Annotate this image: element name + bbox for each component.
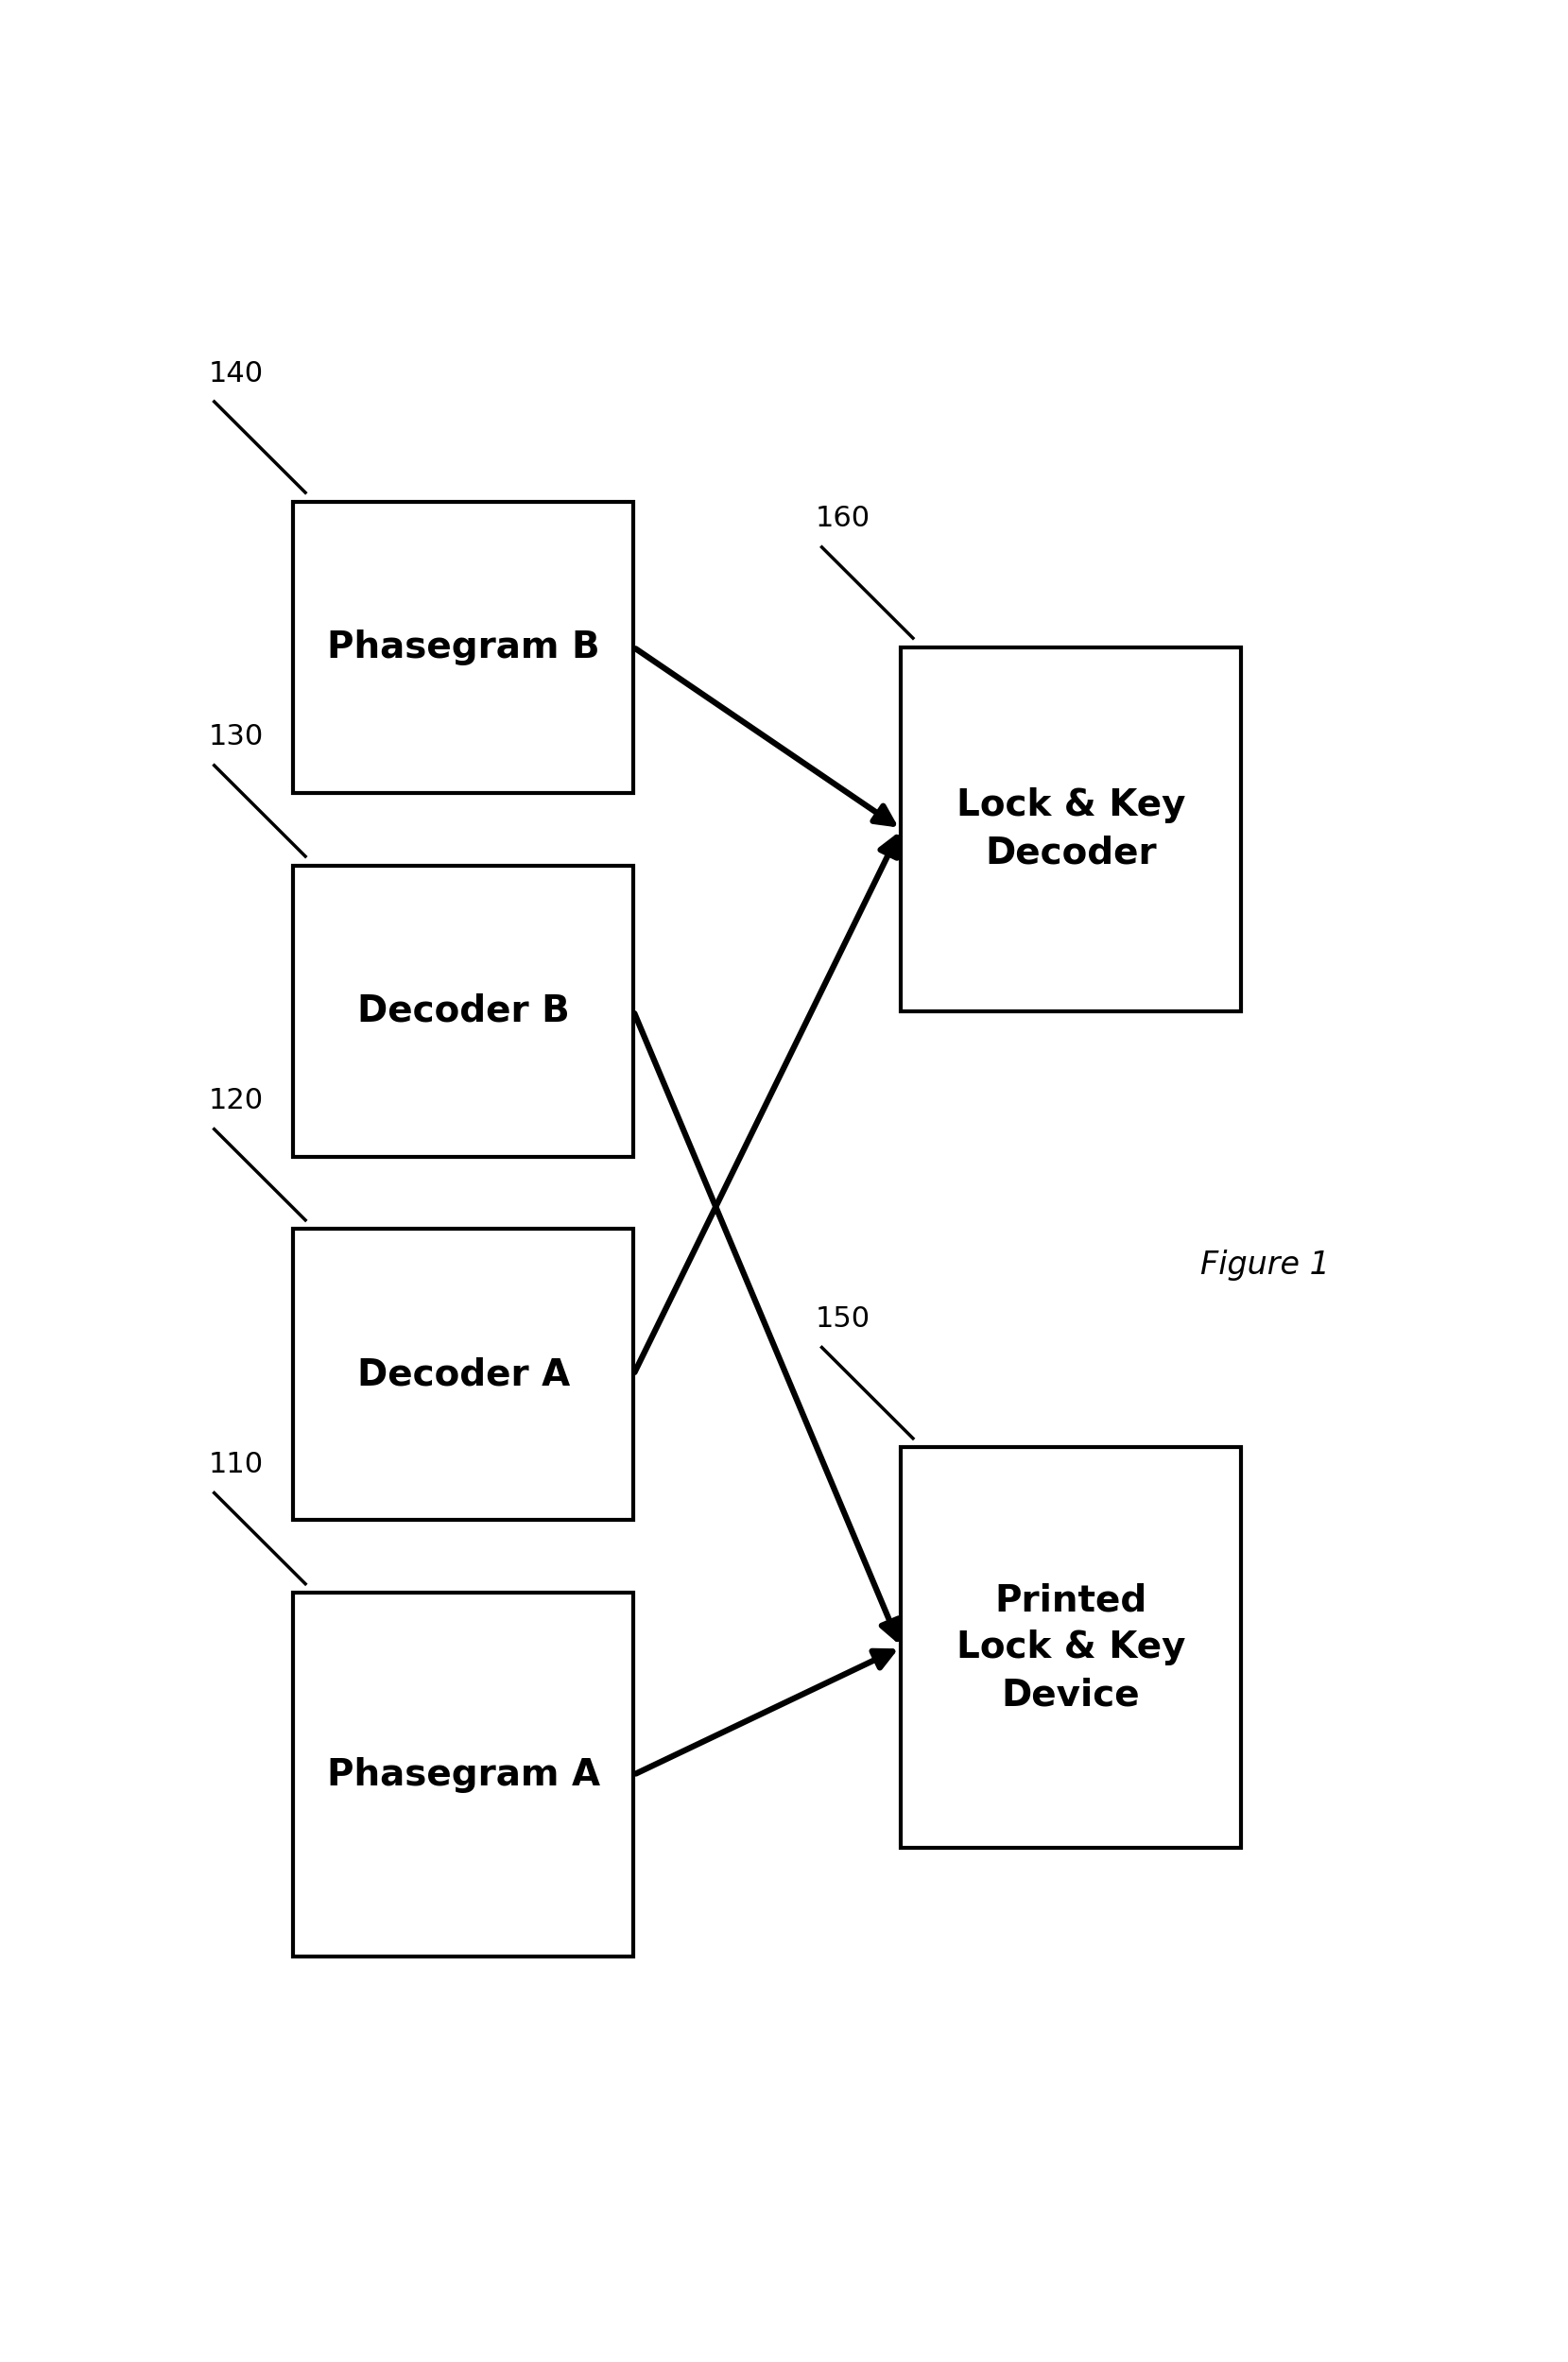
Text: Printed
Lock & Key
Device: Printed Lock & Key Device (956, 1583, 1185, 1712)
Text: Lock & Key
Decoder: Lock & Key Decoder (956, 787, 1185, 872)
Bar (293, 1592, 633, 1956)
Text: 160: 160 (815, 505, 870, 531)
Text: Decoder A: Decoder A (358, 1356, 569, 1394)
Bar (900, 647, 1242, 1011)
Text: Phasegram B: Phasegram B (328, 628, 599, 666)
Text: 120: 120 (209, 1087, 263, 1115)
Text: 110: 110 (209, 1450, 263, 1479)
Bar (293, 864, 633, 1157)
Bar (293, 1228, 633, 1521)
Text: Figure 1: Figure 1 (1201, 1249, 1330, 1280)
Text: 130: 130 (209, 723, 263, 751)
Text: 150: 150 (815, 1306, 870, 1332)
Text: Decoder B: Decoder B (358, 992, 569, 1030)
Text: Phasegram A: Phasegram A (326, 1757, 601, 1793)
Bar (900, 1448, 1242, 1847)
Text: 140: 140 (209, 359, 263, 387)
Bar (293, 501, 633, 794)
